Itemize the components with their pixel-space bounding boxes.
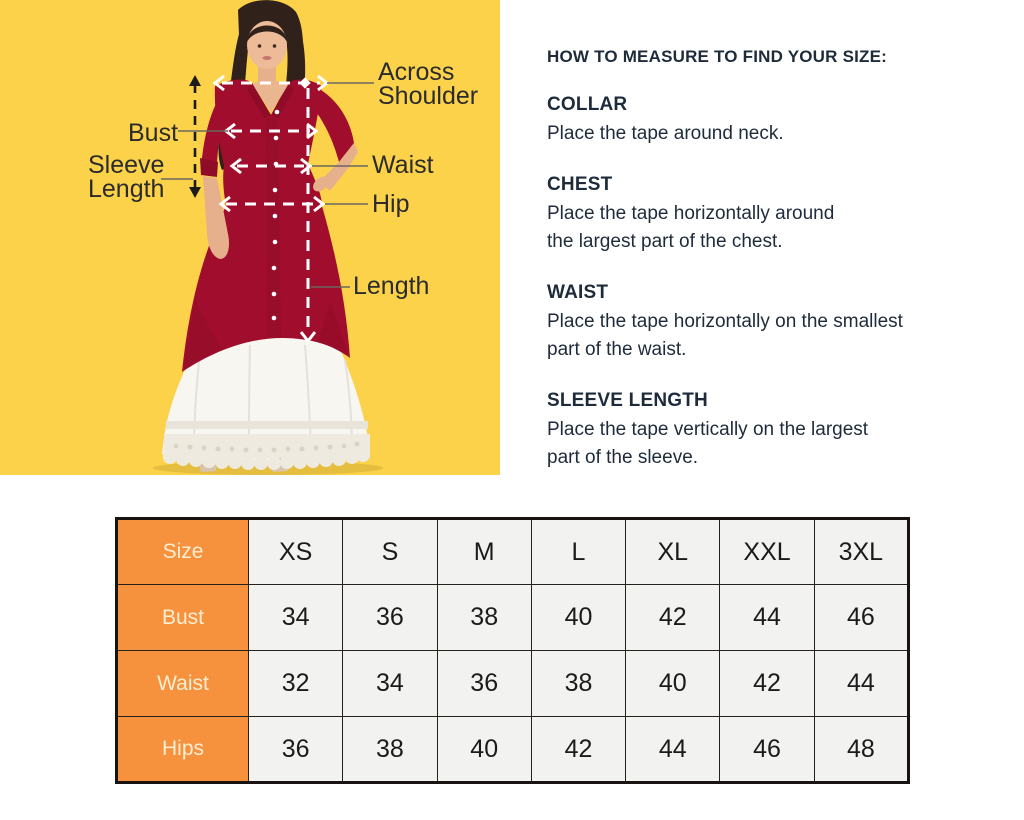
size-column-header: L: [530, 518, 627, 585]
measure-section: CHEST Place the tape horizontally around t…: [547, 174, 987, 256]
table-header-row: Size XS S M L XL XXL 3XL: [116, 518, 910, 585]
section-line: part of the waist.: [547, 339, 687, 360]
measurement-value-cell: 34: [342, 650, 438, 717]
size-column-header: 3XL: [813, 518, 910, 585]
row-label: Bust: [116, 584, 249, 651]
measurement-value-cell: 32: [247, 650, 344, 717]
size-column-header: XL: [625, 518, 721, 585]
measurement-value-cell: 40: [530, 584, 627, 651]
measurement-value-cell: 46: [719, 716, 815, 783]
instructions-title: HOW TO MEASURE TO FIND YOUR SIZE:: [547, 47, 888, 66]
section-heading: CHEST: [547, 174, 613, 195]
measure-label-sleeve-length: Sleeve Length: [88, 151, 165, 203]
measurement-value-cell: 48: [813, 716, 910, 783]
row-label: Hips: [116, 716, 249, 783]
measure-label-line: Across: [378, 58, 455, 86]
instruction-sections: COLLAR Place the tape around neck. CHEST Pl…: [547, 94, 987, 472]
measure-label-line: Length: [88, 175, 165, 203]
measurement-value-cell: 42: [530, 716, 627, 783]
table-row: Waist 32 34 36 38 40 42 44: [116, 650, 910, 717]
instructions-panel: HOW TO MEASURE TO FIND YOUR SIZE: COLLAR…: [547, 46, 987, 472]
section-line: part of the sleeve.: [547, 447, 699, 468]
measurement-value-cell: 36: [342, 584, 438, 651]
section-line: the largest part of the chest.: [547, 231, 783, 252]
measurement-value-cell: 46: [813, 584, 910, 651]
measurement-value-cell: 42: [625, 584, 721, 651]
measurement-value-cell: 44: [625, 716, 721, 783]
size-column-header: S: [342, 518, 438, 585]
measurement-value-cell: 40: [436, 716, 532, 783]
lace-hem: [163, 421, 370, 470]
size-column-header: XS: [247, 518, 344, 585]
section-line: Place the tape horizontally on the small…: [547, 311, 903, 332]
measure-label-line: Shoulder: [378, 82, 479, 110]
measure-label-length: Length: [353, 272, 430, 300]
measure-section: WAIST Place the tape horizontally on the …: [547, 282, 987, 364]
measure-label-waist: Waist: [372, 151, 434, 179]
section-heading: SLEEVE LENGTH: [547, 390, 708, 411]
measurement-diagram-panel: Across Shoulder Bust Sleeve Length Waist…: [0, 0, 500, 475]
measurement-value-cell: 40: [625, 650, 721, 717]
measurement-value-cell: 44: [813, 650, 910, 717]
section-line: Place the tape vertically on the largest: [547, 419, 869, 440]
measure-section: COLLAR Place the tape around neck.: [547, 94, 987, 148]
measurement-value-cell: 38: [436, 584, 532, 651]
measurement-value-cell: 36: [436, 650, 532, 717]
table-row: Bust 34 36 38 40 42 44 46: [116, 584, 910, 651]
measurement-value-cell: 36: [247, 716, 344, 783]
measure-label-line: Sleeve: [88, 151, 165, 179]
measurement-value-cell: 42: [719, 650, 815, 717]
measurement-arrows: [161, 74, 374, 344]
section-line: Place the tape around neck.: [547, 123, 784, 144]
size-table-section: Size XS S M L XL XXL 3XL Bust 34 36 38 40 42 44 46 Waist…: [115, 517, 910, 784]
measure-label-hip: Hip: [372, 190, 410, 218]
row-label: Waist: [116, 650, 249, 717]
measure-label-bust: Bust: [128, 119, 179, 147]
measurement-value-cell: 38: [530, 650, 627, 717]
size-column-header: M: [436, 518, 532, 585]
measurement-value-cell: 38: [342, 716, 438, 783]
size-column-header: XXL: [719, 518, 815, 585]
section-heading: WAIST: [547, 282, 609, 303]
measure-section: SLEEVE LENGTH Place the tape vertically o…: [547, 390, 987, 472]
table-corner-size-label: Size: [116, 518, 249, 585]
face: [247, 21, 287, 82]
measurement-value-cell: 44: [719, 584, 815, 651]
measurement-value-cell: 34: [247, 584, 344, 651]
section-line: Place the tape horizontally around: [547, 203, 835, 224]
section-heading: COLLAR: [547, 94, 628, 115]
size-chart-table: Size XS S M L XL XXL 3XL Bust 34 36 38 40 42 44 46 Waist…: [115, 517, 910, 784]
measure-label-across-shoulder: Across Shoulder: [378, 58, 479, 110]
model-illustration: [153, 0, 383, 475]
table-row: Hips 36 38 40 42 44 46 48: [116, 716, 910, 783]
maroon-dress: [182, 79, 358, 372]
